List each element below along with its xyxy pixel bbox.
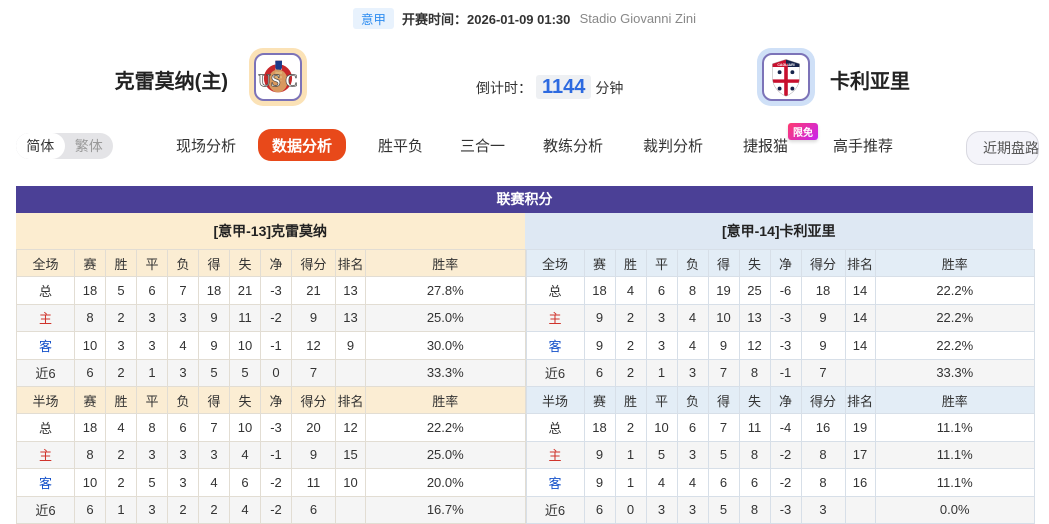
svg-text:US C: US C	[258, 71, 298, 91]
svg-text:CAGLIARI: CAGLIARI	[777, 63, 794, 67]
